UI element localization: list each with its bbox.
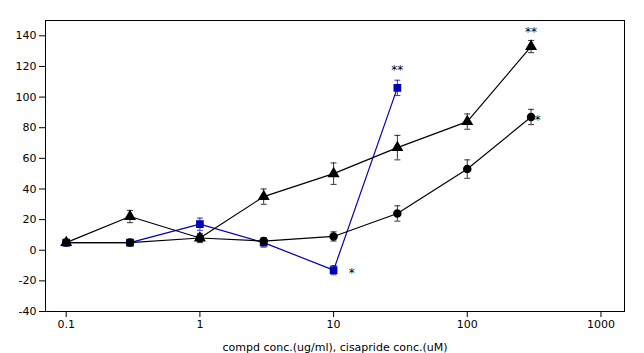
svg-text:1: 1 [196,318,203,331]
svg-text:-40: -40 [19,305,37,318]
svg-text:100: 100 [457,318,478,331]
svg-text:100: 100 [16,91,37,104]
svg-text:**: ** [525,25,537,39]
svg-text:20: 20 [23,213,37,226]
svg-text:120: 120 [16,60,37,73]
svg-text:1000: 1000 [587,318,615,331]
svg-text:0.1: 0.1 [57,318,75,331]
svg-text:*: * [349,266,355,280]
svg-text:40: 40 [23,182,37,195]
svg-text:10: 10 [327,318,341,331]
svg-text:-20: -20 [19,274,37,287]
svg-text:80: 80 [23,121,37,134]
svg-text:**: ** [391,63,403,77]
svg-text:compd conc.(ug/ml), cisapride: compd conc.(ug/ml), cisapride conc.(uM) [223,341,448,353]
svg-text:140: 140 [16,29,37,42]
svg-text:*: * [535,113,541,127]
svg-text:60: 60 [23,152,37,165]
svg-text:0: 0 [30,244,37,257]
